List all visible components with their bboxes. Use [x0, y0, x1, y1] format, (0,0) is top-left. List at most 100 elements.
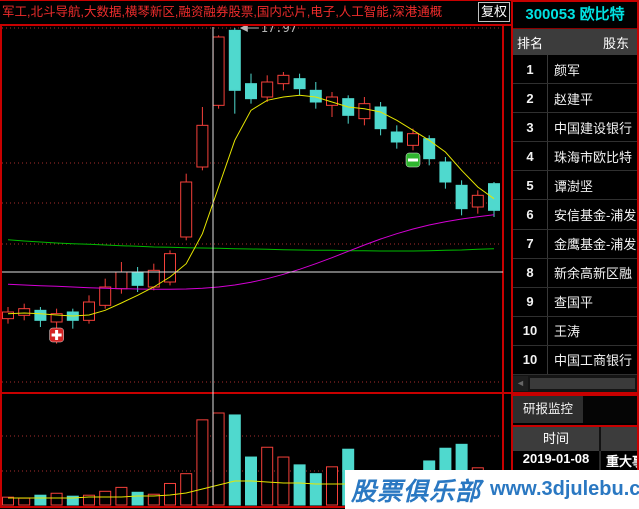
news-table-header: 时间 [513, 425, 637, 451]
watermark-url: www.3djulebu.com [490, 478, 639, 500]
right-panel: 300053 欧比特 排名 股东 1 颜军 2 赵建平 3 中国建设银行 4 珠海市欧比特 5 谭… [511, 0, 639, 509]
volume-bar [309, 473, 322, 506]
candle-body [407, 133, 419, 146]
volume-bar [50, 492, 63, 506]
holders-rows: 1 颜军 2 赵建平 3 中国建设银行 4 珠海市欧比特 5 谭澍坚 6 安信基金-浦发 7 金鹰基金-浦… [513, 55, 637, 376]
candle-body [488, 183, 500, 211]
candle-body [245, 83, 257, 100]
holder-name: 查国平 [554, 295, 594, 311]
ma-mid-line [7, 214, 495, 290]
candle-body [277, 74, 290, 85]
volume-bar [196, 419, 209, 506]
scroll-left-arrow-icon[interactable]: ◄ [513, 376, 528, 391]
kline-chart[interactable]: 17.97 [0, 0, 511, 509]
candle-body [455, 184, 468, 210]
time-column-header: 时间 [513, 427, 601, 451]
holder-rank: 1 [513, 55, 548, 84]
table-row[interactable]: 3 中国建设银行 [513, 113, 637, 143]
holder-column-header: 股东 [602, 35, 629, 51]
table-row[interactable]: 10 王涛 [513, 316, 637, 346]
news-row[interactable]: 2019-01-08 重大事项 [513, 451, 637, 470]
candle-body [326, 96, 338, 106]
marker-glyph [55, 330, 59, 340]
concept-bar: 军工,北斗导航,大数据,横琴新区,融资融券股票,国内芯片,电子,人工智能,深港通… [0, 0, 511, 26]
holder-rank: 10 [513, 316, 548, 345]
news-title: 重大事项 [606, 454, 637, 469]
candle-body [390, 131, 403, 143]
holder-name: 珠海市欧比特 [554, 149, 633, 165]
candle-body [99, 286, 112, 306]
holder-rank: 2 [513, 84, 548, 113]
holder-rank: 7 [513, 229, 548, 258]
table-row[interactable]: 8 新余高新区融 [513, 258, 637, 288]
volume-bar [131, 491, 144, 506]
candle-body [261, 81, 274, 98]
panel-splitter[interactable] [513, 392, 637, 396]
holder-name: 金鹰基金-浦发 [554, 237, 637, 253]
holder-name: 中国工商银行 [554, 353, 633, 369]
holder-rank: 8 [513, 258, 548, 287]
tab-research-monitor[interactable]: 研报监控 [513, 396, 583, 423]
watermark-banner: 股票俱乐部 www.3djulebu.com [345, 470, 639, 509]
volume-bar [261, 446, 274, 506]
holder-name: 谭澍坚 [554, 178, 594, 194]
candle-body [293, 78, 306, 90]
volume-bar [180, 473, 193, 506]
candle-body [423, 138, 436, 160]
scrollbar-thumb[interactable] [530, 378, 635, 389]
volume-bar [293, 464, 306, 506]
ma-long-line [7, 239, 495, 252]
table-row[interactable]: 2 赵建平 [513, 84, 637, 114]
volume-bar [115, 486, 128, 506]
holder-name: 安信基金-浦发 [554, 208, 637, 224]
volume-bar [212, 412, 225, 506]
holder-rank: 3 [513, 113, 548, 142]
watermark-logo: 股票俱乐部 [351, 477, 482, 506]
holder-name: 赵建平 [554, 91, 594, 107]
volume-bar [99, 490, 112, 506]
candle-body [439, 161, 452, 183]
concept-bar-text: 军工,北斗导航,大数据,横琴新区,融资融券股票,国内芯片,电子,人工智能,深港通… [2, 5, 443, 19]
candle-body [83, 301, 95, 321]
volume-bar [34, 494, 47, 506]
high-arrow-icon [239, 24, 248, 32]
adjust-rights-button[interactable]: 复权 [478, 2, 510, 22]
holder-name: 中国建设银行 [554, 120, 633, 136]
volume-bar [277, 456, 290, 506]
table-row[interactable]: 5 谭澍坚 [513, 171, 637, 201]
candle-body [34, 309, 47, 321]
holder-rank: 5 [513, 171, 548, 200]
candle-body [196, 124, 209, 168]
candle-body [18, 308, 31, 316]
volume-bar [18, 497, 31, 506]
holder-name: 新余高新区融 [554, 266, 633, 282]
candle-body [50, 313, 63, 323]
candle-body [471, 194, 484, 208]
candle-body [228, 29, 241, 91]
holder-name: 颜军 [554, 62, 581, 78]
holders-scrollbar[interactable]: ◄ [513, 375, 637, 392]
volume-bar [147, 493, 160, 506]
holder-name: 王涛 [554, 324, 581, 340]
candle-body [115, 271, 128, 290]
candle-body [164, 253, 176, 283]
holder-rank: 4 [513, 142, 548, 171]
volume-bar [326, 466, 338, 506]
stock-title: 300053 欧比特 [513, 0, 637, 29]
holder-rank: 9 [513, 287, 548, 316]
table-row[interactable]: 4 珠海市欧比特 [513, 142, 637, 172]
rank-column-header: 排名 [516, 35, 543, 51]
table-row[interactable]: 6 安信基金-浦发 [513, 200, 637, 230]
table-row[interactable]: 7 金鹰基金-浦发 [513, 229, 637, 259]
table-row[interactable]: 10 中国工商银行 [513, 345, 637, 376]
volume-bar [66, 495, 79, 506]
volume-bar [83, 494, 95, 506]
candle-body [180, 181, 193, 238]
table-row[interactable]: 9 查国平 [513, 287, 637, 317]
table-row[interactable]: 1 颜军 [513, 55, 637, 85]
ma-short-line [7, 94, 495, 317]
candle-body [212, 36, 225, 106]
volume-bar [228, 414, 241, 506]
holder-rank: 6 [513, 200, 548, 229]
